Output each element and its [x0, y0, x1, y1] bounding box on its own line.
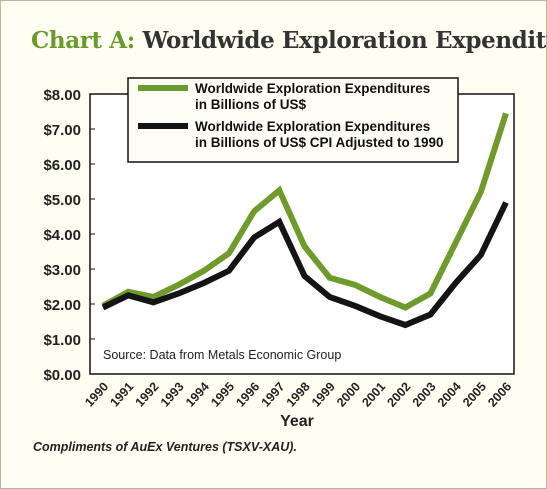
chart-title-prefix: Chart A:: [31, 27, 135, 54]
y-tick-label: $7.00: [43, 122, 81, 139]
credit-footer: Compliments of AuEx Ventures (TSXV-XAU).: [33, 440, 297, 454]
x-tick-label: 1994: [183, 380, 212, 410]
x-tick-label: 1991: [107, 380, 136, 410]
x-tick-label: 1990: [82, 380, 111, 410]
x-tick-label: 2004: [435, 380, 464, 410]
legend-label: Worldwide Exploration Expenditures: [195, 81, 430, 96]
x-tick-label: 2005: [460, 380, 489, 410]
y-tick-label: $4.00: [43, 227, 81, 244]
y-tick-label: $1.00: [43, 332, 81, 349]
y-tick-label: $5.00: [43, 192, 81, 209]
legend-label: in Billions of US$ CPI Adjusted to 1990: [195, 135, 444, 150]
source-annotation: Source: Data from Metals Economic Group: [103, 348, 341, 362]
x-tick-label: 2006: [485, 380, 514, 410]
x-tick-label: 2003: [410, 380, 439, 410]
legend-label: in Billions of US$: [195, 97, 306, 112]
x-tick-label: 1993: [158, 380, 187, 410]
y-tick-label: $8.00: [43, 87, 81, 104]
y-tick-label: $3.00: [43, 262, 81, 279]
x-tick-label: 2001: [359, 380, 388, 410]
chart-title: Chart A: Worldwide Exploration Expenditu…: [31, 27, 547, 54]
y-tick-label: $6.00: [43, 157, 81, 174]
chart-title-text: Worldwide Exploration Expenditures: [142, 27, 547, 54]
x-axis-label: Year: [280, 413, 314, 430]
x-tick-label: 1996: [233, 380, 262, 410]
x-tick-label: 2000: [334, 380, 363, 410]
y-tick-label: $0.00: [43, 367, 81, 384]
legend-box: [127, 77, 459, 163]
x-tick-label: 1998: [284, 380, 313, 410]
x-tick-label: 1997: [259, 380, 288, 410]
x-tick-label: 2002: [384, 380, 413, 410]
x-tick-label: 1999: [309, 380, 338, 410]
y-tick-label: $2.00: [43, 297, 81, 314]
x-tick-label: 1992: [133, 380, 162, 410]
x-tick-label: 1995: [208, 380, 237, 410]
legend-label: Worldwide Exploration Expenditures: [195, 119, 430, 134]
